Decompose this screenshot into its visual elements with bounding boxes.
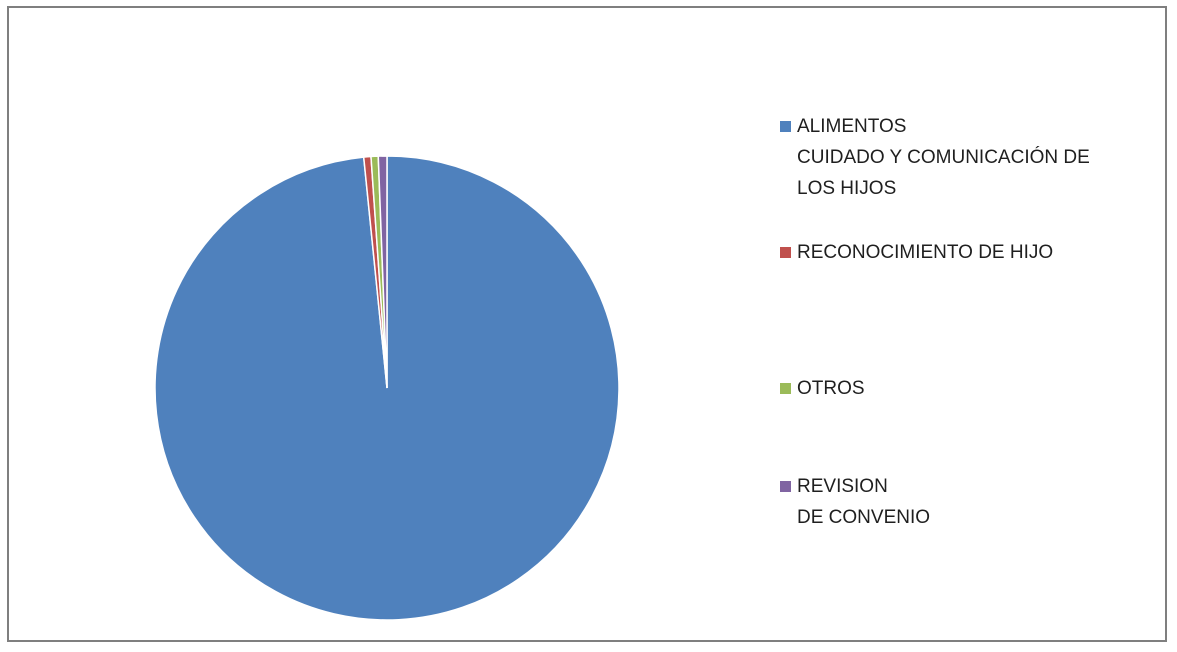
- legend-item-1: ALIMENTOS CUIDADO Y COMUNICACIÓN DE LOS …: [780, 111, 1090, 204]
- legend-swatch-4: [780, 481, 791, 492]
- chart-frame: ALIMENTOS CUIDADO Y COMUNICACIÓN DE LOS …: [7, 6, 1167, 642]
- legend-swatch-2: [780, 247, 791, 258]
- legend-label-1: ALIMENTOS CUIDADO Y COMUNICACIÓN DE LOS …: [797, 116, 1090, 199]
- legend-swatch-1: [780, 121, 791, 132]
- legend-label-2: RECONOCIMIENTO DE HIJO: [797, 242, 1054, 263]
- legend-label-4: REVISION DE CONVENIO: [797, 476, 931, 528]
- legend-swatch-3: [780, 383, 791, 394]
- pie-chart: [154, 155, 620, 621]
- legend-label-3: OTROS: [797, 378, 865, 399]
- legend-item-3: OTROS: [780, 373, 865, 404]
- pie-slice-4: [377, 155, 388, 389]
- legend-item-2: RECONOCIMIENTO DE HIJO: [780, 237, 1053, 268]
- legend-item-4: REVISION DE CONVENIO: [780, 471, 930, 533]
